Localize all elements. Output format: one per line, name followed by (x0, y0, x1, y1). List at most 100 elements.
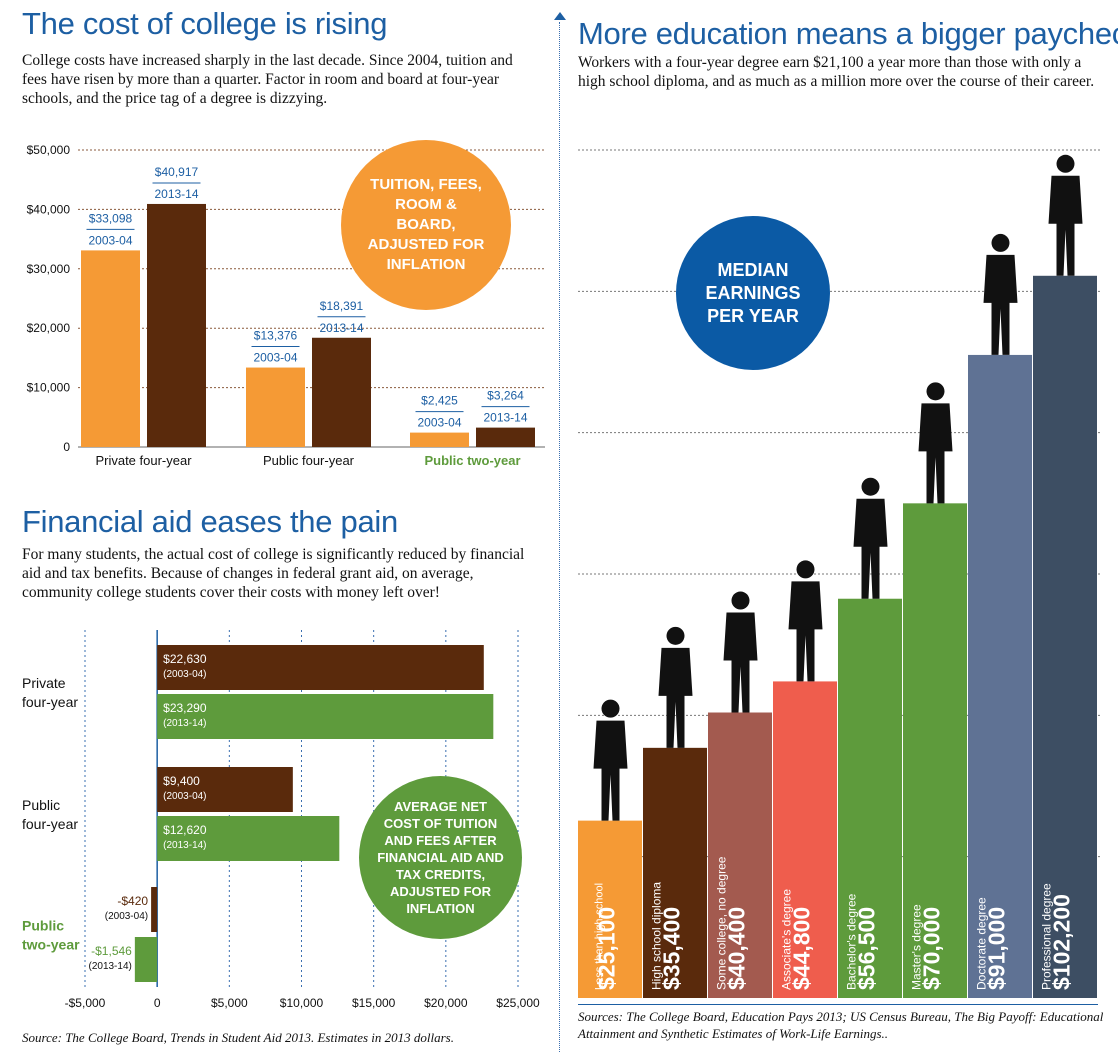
cost-y-tick: $20,000 (27, 321, 71, 335)
earn-bar (643, 747, 707, 998)
cost-y-tick: $50,000 (27, 143, 71, 157)
earn-category-label: Professional degree (1040, 883, 1054, 990)
cost-period-label: 2013-14 (483, 411, 527, 425)
cost-value-label: $40,917 (155, 165, 199, 179)
earn-category-label: Bachelor's degree (845, 893, 859, 990)
aid-value-label: $12,620 (163, 823, 207, 837)
aid-bar (157, 694, 494, 739)
cost-period-label: 2013-14 (154, 187, 198, 201)
person-silhouette-icon (723, 591, 758, 713)
earn-bar (903, 503, 967, 998)
cost-chart: 0 $10,000 $20,000 $30,000 $40,000 $50,000 $33… (27, 143, 545, 468)
person-silhouette-icon (853, 477, 888, 599)
earn-bar (773, 681, 837, 998)
earn-category-label: Master's degree (910, 904, 924, 990)
person-silhouette-icon (593, 699, 628, 821)
aid-x-tick: $15,000 (352, 996, 396, 1010)
aid-category-label: two-year (22, 937, 80, 953)
cost-bar (476, 427, 535, 447)
aid-chart: -$5,000 0 $5,000 $10,000 $15,000 $20,000 $25,0… (22, 630, 540, 1010)
cost-period-label: 2003-04 (88, 233, 132, 247)
aid-category-label: Public (22, 797, 60, 813)
cost-y-tick: $30,000 (27, 262, 71, 276)
aid-period-label: (2003-04) (163, 791, 206, 802)
cost-y-tick: 0 (63, 440, 70, 454)
aid-bar (157, 816, 340, 861)
aid-bar (157, 767, 293, 812)
person-silhouette-icon (658, 626, 693, 748)
cost-value-label: $3,264 (487, 389, 524, 403)
aid-x-tick: -$5,000 (65, 996, 106, 1010)
earn-bar (1033, 275, 1097, 998)
earn-value-label: $56,500 (854, 907, 880, 990)
earnings-intro: Workers with a four-year degree earn $21… (578, 54, 1095, 90)
column-divider (559, 22, 560, 1052)
aid-value-label: $9,400 (163, 774, 200, 788)
aid-value-label: -$1,546 (91, 944, 132, 958)
aid-period-label: (2003-04) (163, 669, 206, 680)
earn-value-label: $70,000 (919, 907, 945, 990)
cost-y-tick: $40,000 (27, 202, 71, 216)
earn-category-label: High school diploma (650, 882, 664, 990)
cost-intro: College costs have increased sharply in … (22, 52, 513, 107)
cost-category-label: Public four-year (263, 453, 355, 468)
aid-category-label: four-year (22, 694, 78, 710)
aid-x-tick: $10,000 (280, 996, 324, 1010)
aid-intro: For many students, the actual cost of co… (22, 546, 525, 601)
earnings-source: Sources: The College Board, Education Pa… (578, 1009, 1104, 1041)
earn-value-label: $102,200 (1049, 894, 1075, 990)
aid-x-tick: $5,000 (211, 996, 248, 1010)
earn-category-label: Doctorate degree (975, 897, 989, 990)
cost-value-label: $13,376 (254, 329, 298, 343)
cost-period-label: 2003-04 (417, 416, 461, 430)
earn-category-label: Some college, no degree (715, 856, 729, 990)
cost-badge-text: TUITION, FEES, ROOM & BOARD, ADJUSTED FO… (367, 176, 485, 273)
aid-badge: AVERAGE NET COST OF TUITION AND FEES AFT… (359, 776, 522, 939)
aid-bar (134, 937, 158, 982)
cost-bar (246, 367, 305, 447)
aid-bar (157, 645, 484, 690)
aid-x-tick: 0 (154, 996, 161, 1010)
aid-period-label: (2013-14) (163, 718, 206, 729)
person-silhouette-icon (918, 382, 953, 504)
cost-bar (147, 203, 206, 447)
cost-period-label: 2013-14 (319, 321, 363, 335)
earn-category-label: Associate's degree (780, 889, 794, 990)
aid-period-label: (2013-14) (163, 840, 206, 851)
earn-bar (838, 598, 902, 998)
aid-value-label: $23,290 (163, 701, 207, 715)
aid-bar (151, 887, 158, 932)
aid-category-label: Private (22, 675, 66, 691)
cost-bar (410, 432, 469, 447)
earn-value-label: $40,400 (724, 907, 750, 990)
earn-value-label: $25,100 (594, 907, 620, 990)
earnings-badge-text: MEDIAN EARNINGS PER YEAR (705, 259, 801, 326)
person-silhouette-icon (788, 560, 823, 682)
earn-value-label: $35,400 (659, 907, 685, 990)
earnings-badge: MEDIAN EARNINGS PER YEAR (676, 216, 830, 370)
cost-bar (312, 337, 371, 447)
earn-category-label: Less than high-school (594, 883, 606, 990)
cost-value-label: $18,391 (320, 299, 364, 313)
earn-bar (968, 354, 1032, 998)
aid-source: Source: The College Board, Trends in Stu… (22, 1030, 454, 1045)
earn-value-label: $91,000 (984, 907, 1010, 990)
aid-x-tick: $20,000 (424, 996, 468, 1010)
divider-arrow-icon (554, 12, 566, 20)
cost-title: The cost of college is rising (22, 6, 388, 41)
aid-category-label: Public (22, 918, 64, 934)
person-silhouette-icon (1048, 154, 1083, 276)
aid-period-label: (2013-14) (88, 961, 131, 972)
aid-period-label: (2003-04) (105, 911, 148, 922)
earnings-title: More education means a bigger paycheck (578, 16, 1118, 51)
person-silhouette-icon (983, 233, 1018, 355)
cost-bar (81, 250, 140, 447)
cost-y-tick: $10,000 (27, 381, 71, 395)
cost-period-label: 2003-04 (253, 351, 297, 365)
earn-bar (708, 712, 772, 998)
aid-value-label: -$420 (117, 894, 148, 908)
aid-value-label: $22,630 (163, 652, 207, 666)
cost-category-label: Public two-year (424, 453, 520, 468)
cost-value-label: $33,098 (89, 211, 133, 225)
